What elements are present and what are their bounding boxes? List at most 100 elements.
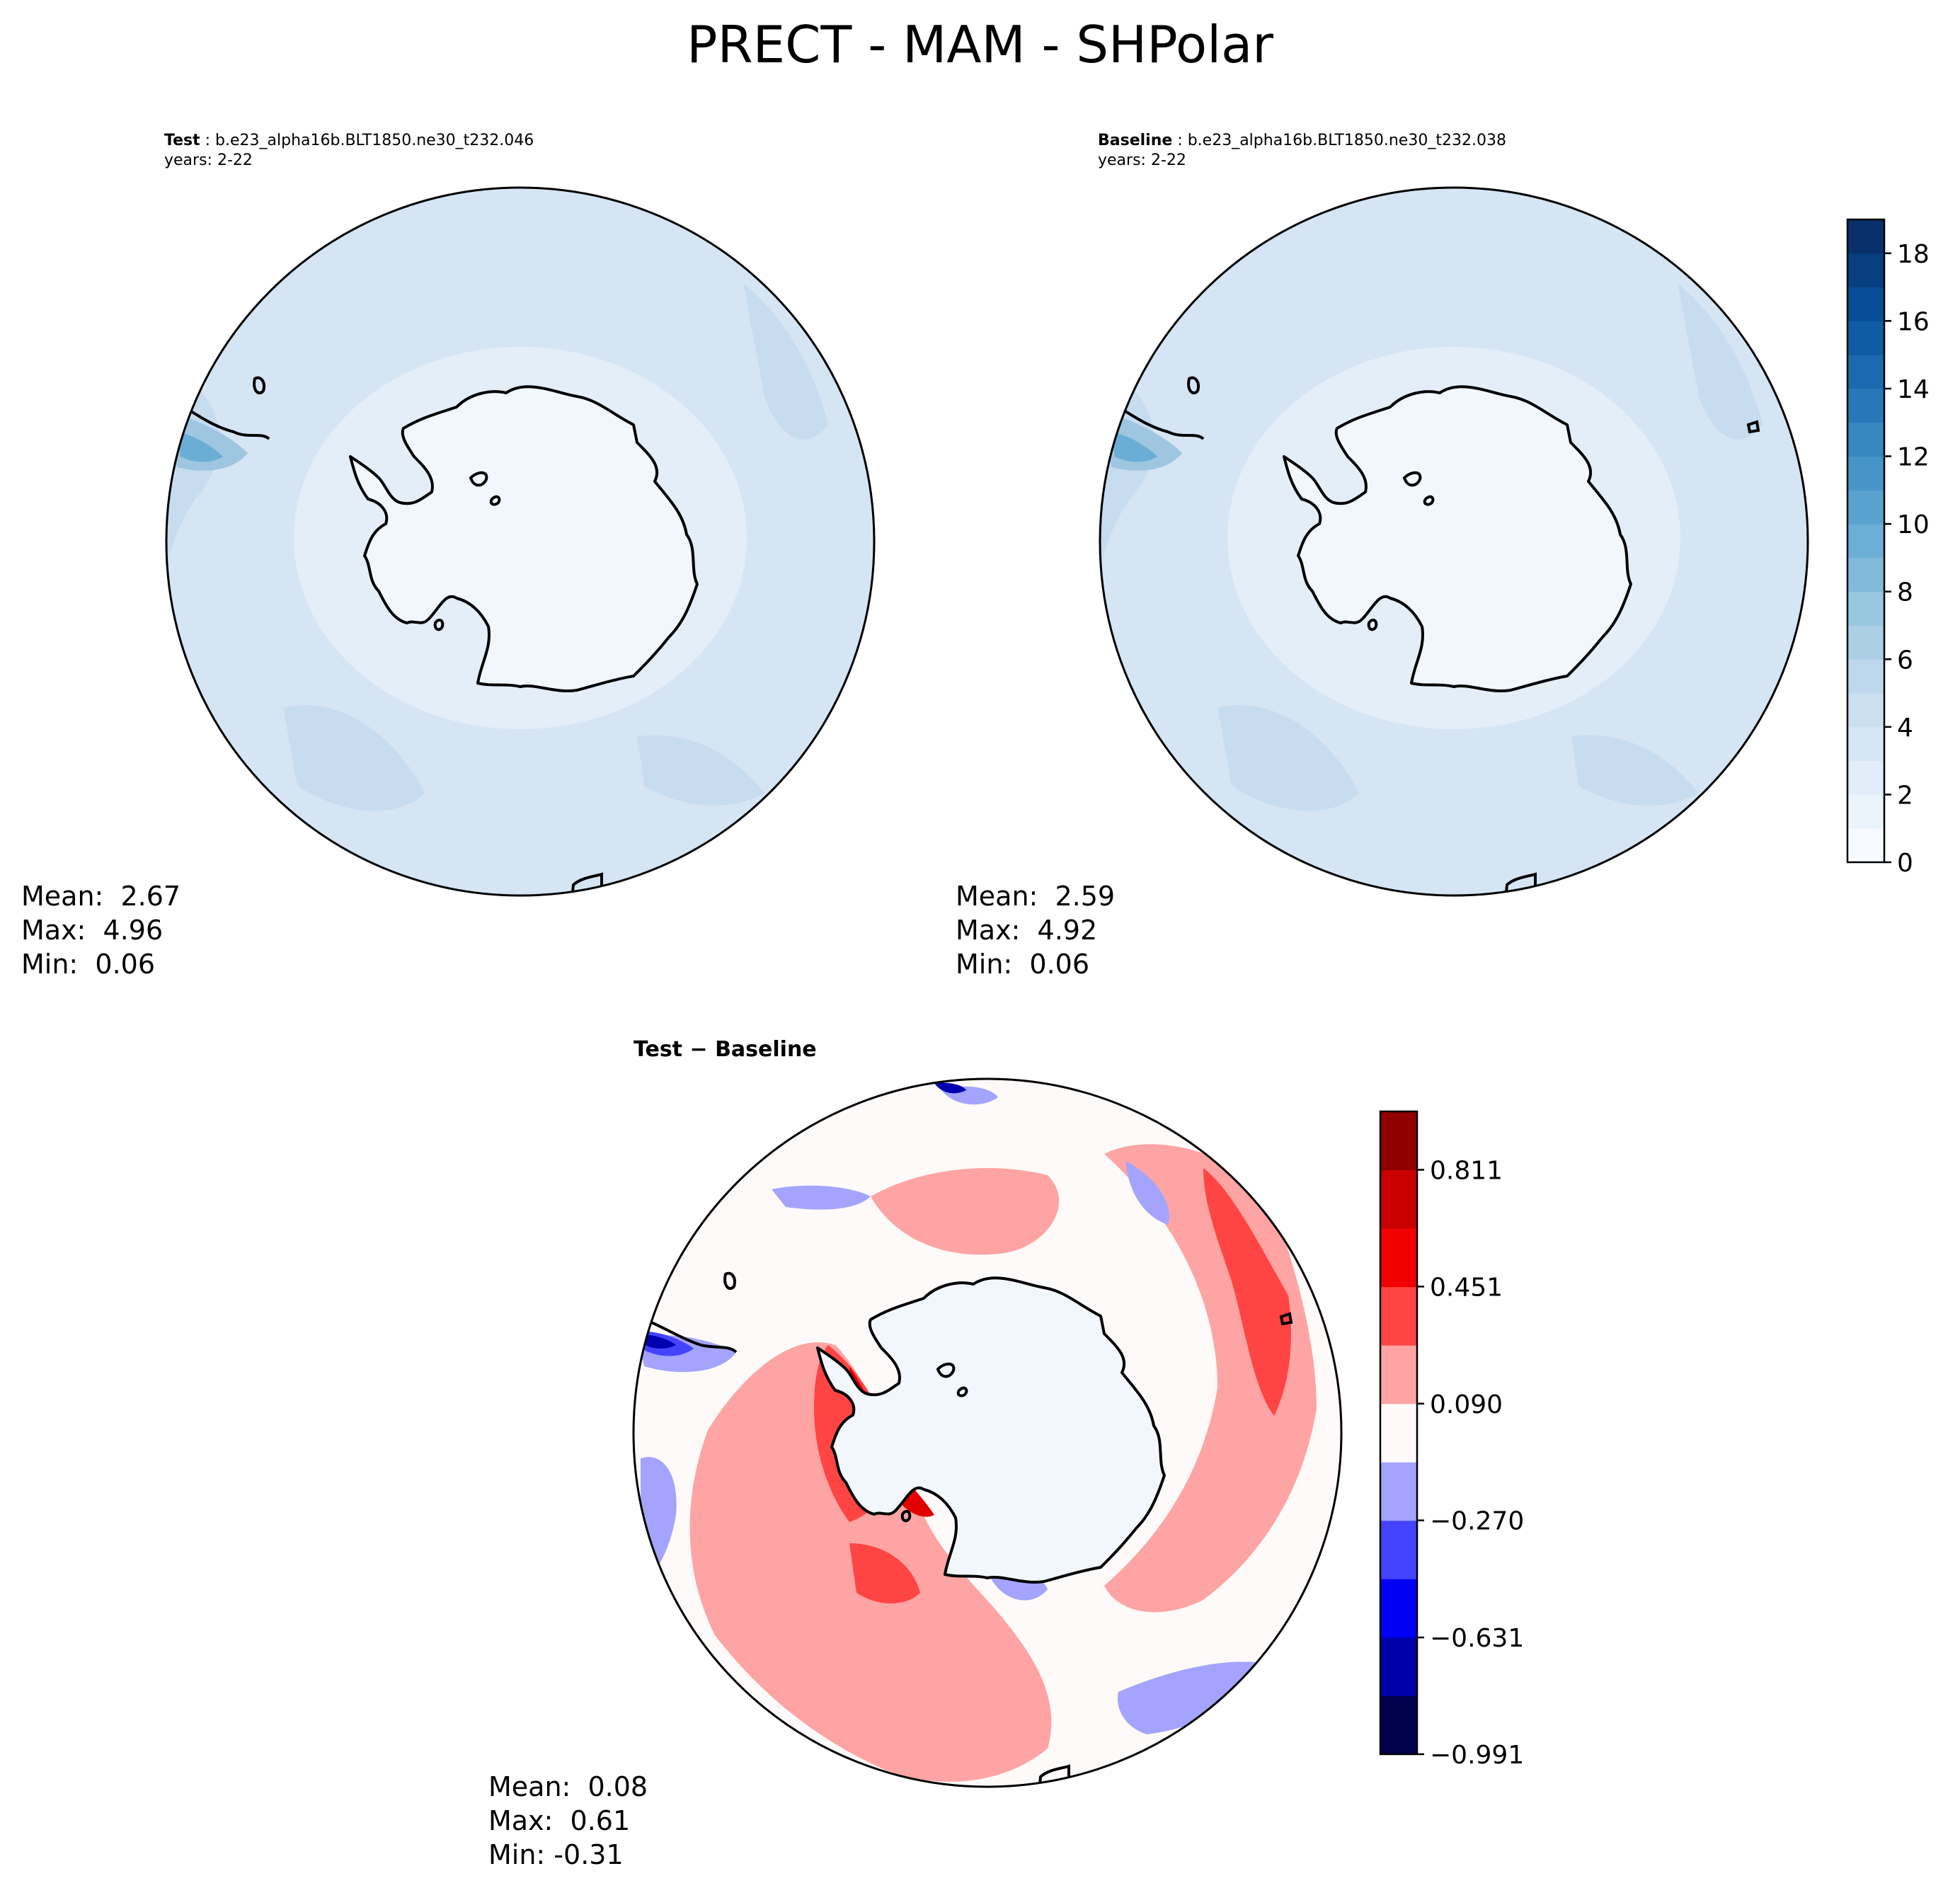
baseline-label: Baseline bbox=[1098, 132, 1173, 149]
precip-colorbar-tick-label: 2 bbox=[1897, 781, 1913, 810]
figure-title: PRECT - MAM - SHPolar bbox=[687, 15, 1273, 74]
diff-min: Min: -0.31 bbox=[488, 1839, 624, 1870]
diff-panel-title: Test − Baseline bbox=[634, 1037, 817, 1062]
diff-south-america-coast bbox=[636, 1315, 738, 1354]
precip-colorbar-level bbox=[1847, 388, 1884, 423]
diff-max-negative bbox=[934, 1082, 966, 1094]
precip-colorbar-level bbox=[1847, 524, 1884, 559]
baseline-ocean-patch bbox=[1217, 705, 1359, 811]
diff-colorbar-tick-label: −0.270 bbox=[1430, 1507, 1524, 1536]
precip-colorbar-level bbox=[1847, 219, 1884, 254]
baseline-max: Max: 4.92 bbox=[956, 915, 1098, 946]
diff-map-border bbox=[632, 1077, 1343, 1788]
test-years: years: 2-22 bbox=[164, 151, 253, 169]
diff-max-negative bbox=[641, 1334, 676, 1349]
diff-colorbar-level bbox=[1380, 1462, 1417, 1521]
precip-colorbar-level bbox=[1847, 693, 1884, 728]
diff-colorbar-level bbox=[1380, 1637, 1417, 1696]
precip-colorbar-level bbox=[1847, 625, 1884, 660]
precip-colorbar-level bbox=[1847, 321, 1884, 355]
precip-colorbar-level bbox=[1847, 355, 1884, 389]
test-panel-header: Test : b.e23_alpha16b.BLT1850.ne30_t232.… bbox=[164, 132, 534, 149]
baseline-ocean-patch bbox=[1678, 283, 1763, 440]
precip-colorbar-tick-label: 12 bbox=[1897, 443, 1930, 472]
precip-colorbar-level bbox=[1847, 557, 1884, 593]
diff-negative-region bbox=[1125, 1161, 1169, 1225]
precip-colorbar-level bbox=[1847, 490, 1884, 525]
precip-colorbar: 0 2 4 6 8 10 12 14 16 18 bbox=[1846, 218, 1930, 878]
test-max: Max: 4.96 bbox=[21, 915, 164, 946]
test-island bbox=[253, 376, 265, 395]
precip-colorbar-level bbox=[1847, 726, 1884, 762]
test-max-precip-core bbox=[177, 432, 223, 462]
diff-colorbar-level bbox=[1380, 1228, 1417, 1288]
diff-title-sep: − bbox=[682, 1037, 716, 1062]
test-map bbox=[165, 186, 876, 897]
precip-colorbar-level bbox=[1847, 456, 1884, 491]
baseline-case: b.e23_alpha16b.BLT1850.ne30_t232.038 bbox=[1187, 132, 1506, 149]
baseline-island bbox=[1746, 420, 1760, 434]
precip-colorbar-level bbox=[1847, 659, 1884, 694]
test-min: Min: 0.06 bbox=[21, 949, 155, 980]
diff-negative-region bbox=[772, 1185, 871, 1210]
diff-mean: Mean: 0.08 bbox=[488, 1771, 648, 1802]
test-ocean-patch bbox=[283, 705, 425, 811]
precip-colorbar-tick-label: 14 bbox=[1897, 375, 1930, 404]
precip-colorbar-tick-label: 10 bbox=[1897, 510, 1930, 539]
diff-max: Max: 0.61 bbox=[488, 1805, 631, 1836]
precip-colorbar-tick-label: 6 bbox=[1897, 646, 1913, 675]
precip-colorbar-level bbox=[1847, 287, 1884, 321]
diff-colorbar-tick-label: 0.451 bbox=[1430, 1273, 1503, 1302]
diff-island bbox=[1279, 1312, 1293, 1326]
baseline-panel-header: Baseline : b.e23_alpha16b.BLT1850.ne30_t… bbox=[1098, 132, 1506, 149]
diff-colorbar-tick-label: −0.991 bbox=[1430, 1741, 1524, 1770]
test-ocean-patch bbox=[743, 283, 828, 440]
diff-colorbar-tick-label: −0.631 bbox=[1430, 1624, 1524, 1653]
precip-colorbar-tick-label: 8 bbox=[1897, 578, 1913, 607]
test-label: Test bbox=[164, 132, 200, 149]
diff-island bbox=[723, 1271, 736, 1291]
precip-colorbar-level bbox=[1847, 828, 1884, 863]
diff-map bbox=[632, 1077, 1343, 1788]
precip-colorbar-level bbox=[1847, 794, 1884, 829]
precip-colorbar-frame bbox=[1846, 218, 1886, 864]
diff-title-test: Test bbox=[634, 1037, 683, 1062]
diff-colorbar-tick-label: 0.090 bbox=[1430, 1390, 1503, 1419]
diff-colorbar-level bbox=[1380, 1169, 1417, 1229]
test-mean: Mean: 2.67 bbox=[21, 881, 181, 912]
precip-colorbar-level bbox=[1847, 591, 1884, 626]
diff-colorbar-level bbox=[1380, 1286, 1417, 1346]
test-case: b.e23_alpha16b.BLT1850.ne30_t232.046 bbox=[215, 132, 534, 149]
precip-colorbar-tick-label: 4 bbox=[1897, 714, 1913, 743]
diff-nz-coast bbox=[1037, 1764, 1070, 1787]
diff-colorbar-level bbox=[1380, 1579, 1417, 1638]
diff-colorbar-level bbox=[1380, 1520, 1417, 1579]
diff-strong-positive bbox=[849, 1543, 920, 1603]
diff-colorbar-tick-label: 0.811 bbox=[1430, 1156, 1503, 1185]
baseline-ocean-patch bbox=[1571, 735, 1699, 806]
baseline-map bbox=[1099, 186, 1809, 897]
precip-colorbar-tick-label: 16 bbox=[1897, 307, 1930, 336]
baseline-mean: Mean: 2.59 bbox=[956, 881, 1116, 912]
diff-colorbar: −0.991 −0.631 −0.270 0.090 0.451 0.811 bbox=[1379, 1110, 1524, 1770]
diff-positive-region bbox=[871, 1168, 1060, 1255]
test-map-border bbox=[165, 186, 876, 897]
precip-colorbar-tick-label: 18 bbox=[1897, 240, 1930, 269]
precip-colorbar-level bbox=[1847, 422, 1884, 457]
baseline-island bbox=[1187, 376, 1200, 395]
precip-colorbar-level bbox=[1847, 760, 1884, 795]
diff-colorbar-frame bbox=[1379, 1110, 1419, 1756]
diff-colorbar-level bbox=[1380, 1345, 1417, 1404]
baseline-min: Min: 0.06 bbox=[956, 949, 1089, 980]
diff-title-baseline: Baseline bbox=[715, 1037, 817, 1062]
diff-strong-positive bbox=[1203, 1168, 1291, 1416]
precip-colorbar-tick-label: 0 bbox=[1897, 849, 1913, 878]
diff-negative-region bbox=[1118, 1661, 1267, 1734]
test-ocean-patch bbox=[637, 735, 764, 806]
diff-colorbar-level bbox=[1380, 1695, 1417, 1755]
diff-colorbar-level bbox=[1380, 1111, 1417, 1171]
baseline-years: years: 2-22 bbox=[1098, 151, 1186, 169]
baseline-map-border bbox=[1099, 186, 1809, 897]
diff-colorbar-level bbox=[1380, 1403, 1417, 1463]
